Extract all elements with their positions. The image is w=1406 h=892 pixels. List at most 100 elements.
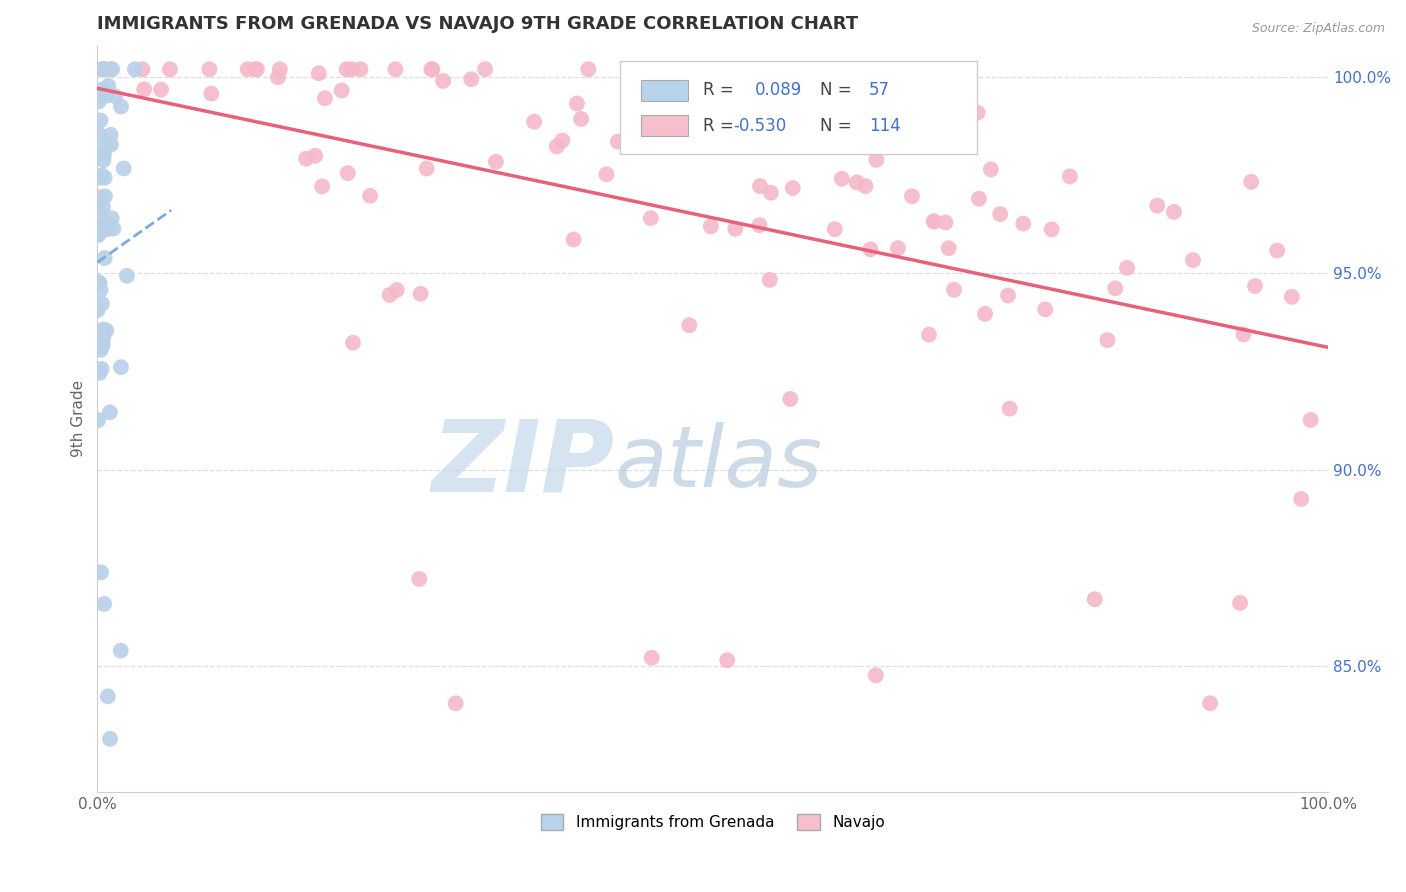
Point xyxy=(901,189,924,203)
Point xyxy=(308,66,330,80)
Point xyxy=(89,128,111,142)
Point xyxy=(359,189,381,203)
Point xyxy=(87,275,110,289)
Point xyxy=(523,114,546,128)
Point xyxy=(94,189,117,203)
Point xyxy=(865,668,887,682)
Text: IMMIGRANTS FROM GRENADA VS NAVAJO 9TH GRADE CORRELATION CHART: IMMIGRANTS FROM GRENADA VS NAVAJO 9TH GR… xyxy=(97,15,859,33)
FancyBboxPatch shape xyxy=(620,61,977,154)
Point xyxy=(713,94,735,108)
Point xyxy=(93,170,115,185)
Point xyxy=(922,214,945,228)
Point xyxy=(640,93,662,107)
Point xyxy=(845,175,868,189)
Point xyxy=(93,223,115,237)
Point xyxy=(408,572,430,586)
Point xyxy=(1244,279,1267,293)
Point xyxy=(988,207,1011,221)
Point xyxy=(150,82,173,96)
Point xyxy=(748,218,770,232)
Point xyxy=(432,74,454,88)
Point xyxy=(859,243,882,257)
Point xyxy=(565,96,588,111)
Point xyxy=(807,115,830,129)
Point xyxy=(865,153,887,167)
Point xyxy=(700,219,723,234)
Text: 57: 57 xyxy=(869,81,890,99)
Point xyxy=(1059,169,1081,184)
Point xyxy=(100,137,122,152)
Point xyxy=(943,283,966,297)
Point xyxy=(90,283,112,297)
Point xyxy=(1163,205,1185,219)
Point xyxy=(420,62,443,77)
Point xyxy=(330,84,353,98)
Legend: Immigrants from Grenada, Navajo: Immigrants from Grenada, Navajo xyxy=(534,808,891,837)
Point xyxy=(485,154,508,169)
Point xyxy=(1033,302,1056,317)
Bar xyxy=(641,80,688,101)
Point xyxy=(342,335,364,350)
Point xyxy=(93,251,115,265)
Point xyxy=(87,95,110,109)
Point xyxy=(640,650,662,665)
Point xyxy=(980,162,1002,177)
Point xyxy=(831,171,853,186)
Point xyxy=(91,150,114,164)
Point xyxy=(974,307,997,321)
Point xyxy=(93,153,115,168)
Point xyxy=(1012,217,1035,231)
Point xyxy=(678,318,700,333)
Point xyxy=(200,87,222,101)
Point xyxy=(100,211,122,226)
Point xyxy=(236,62,259,77)
Point xyxy=(1097,333,1119,347)
Y-axis label: 9th Grade: 9th Grade xyxy=(72,380,86,458)
Point xyxy=(939,101,962,115)
Point xyxy=(474,62,496,77)
Text: atlas: atlas xyxy=(614,422,823,505)
Text: R =: R = xyxy=(703,81,740,99)
Point xyxy=(1289,491,1312,506)
Point xyxy=(91,334,114,348)
Point xyxy=(97,78,120,93)
Point xyxy=(887,241,910,255)
Point xyxy=(104,89,127,103)
Point xyxy=(1281,290,1303,304)
Point xyxy=(93,148,115,162)
Text: 0.089: 0.089 xyxy=(755,81,801,99)
Point xyxy=(749,179,772,194)
Point xyxy=(716,653,738,667)
Point xyxy=(90,343,112,357)
Point xyxy=(378,288,401,302)
Point xyxy=(340,62,363,77)
Point xyxy=(90,362,112,376)
Point xyxy=(786,76,808,90)
Point xyxy=(1116,260,1139,275)
Point xyxy=(1265,244,1288,258)
Point xyxy=(97,218,120,232)
Point xyxy=(672,122,695,136)
Text: R =: R = xyxy=(703,117,740,135)
Point xyxy=(734,112,756,126)
Point xyxy=(96,324,118,338)
Point xyxy=(115,268,138,283)
Point xyxy=(460,72,482,87)
Text: N =: N = xyxy=(820,81,856,99)
Point xyxy=(314,91,336,105)
Point xyxy=(159,62,181,77)
Point xyxy=(110,100,132,114)
Point xyxy=(269,62,291,77)
Point xyxy=(89,366,111,380)
Point xyxy=(243,62,266,77)
Point xyxy=(90,297,112,311)
Text: ZIP: ZIP xyxy=(432,415,614,512)
Point xyxy=(1299,413,1322,427)
Point xyxy=(1240,175,1263,189)
Text: Source: ZipAtlas.com: Source: ZipAtlas.com xyxy=(1251,22,1385,36)
Point xyxy=(444,696,467,710)
Point xyxy=(792,107,814,121)
Point xyxy=(198,62,221,77)
Point xyxy=(94,140,117,154)
Point xyxy=(576,62,599,77)
